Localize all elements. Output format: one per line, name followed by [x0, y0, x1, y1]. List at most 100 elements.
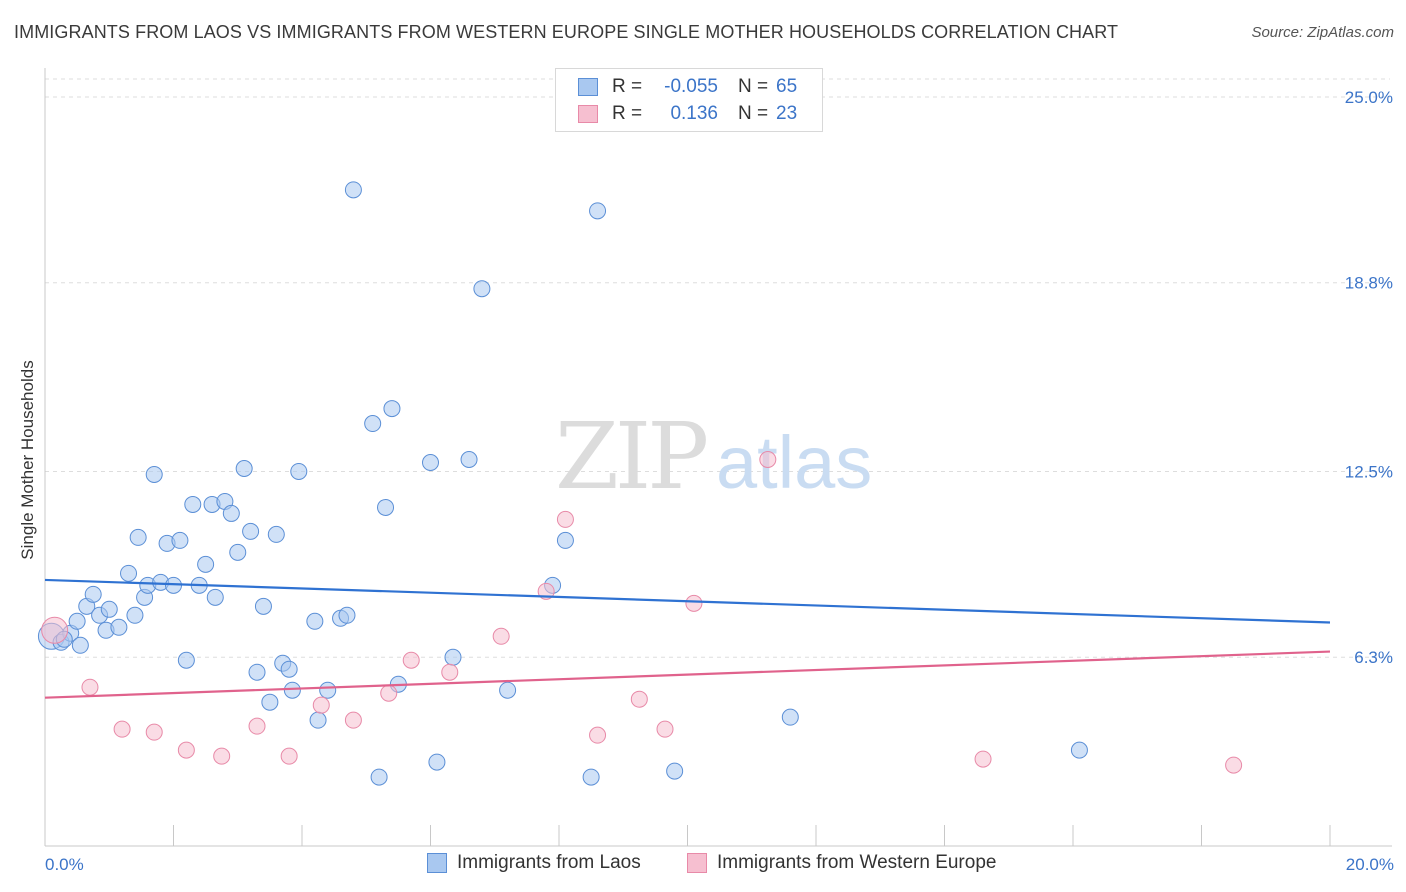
western-europe-point [441, 663, 459, 681]
laos-point [177, 651, 195, 669]
legend-n-value: 23 [776, 103, 798, 124]
western-europe-point [589, 726, 607, 744]
western-europe-point [248, 717, 266, 735]
y-axis-label: Single Mother Households [18, 360, 37, 560]
legend-n-value: 65 [776, 76, 798, 97]
western-europe-point [492, 627, 510, 645]
laos-point [280, 660, 298, 678]
laos-point [422, 454, 439, 471]
laos-point [370, 768, 388, 786]
western-europe-point [177, 741, 195, 759]
laos-point [197, 555, 215, 573]
western-europe-point [213, 747, 231, 765]
western-europe-point [974, 750, 992, 768]
y-tick-label: 25.0% [1345, 88, 1393, 107]
laos-point [129, 528, 147, 546]
laos-point [338, 606, 356, 624]
laos-point [110, 618, 128, 636]
western-europe-point [685, 594, 703, 612]
laos-point [222, 504, 240, 522]
watermark-atlas: atlas [716, 421, 872, 504]
western-europe-point [556, 510, 574, 528]
legend-row-western-europe: R = 0.136 N = 23 [578, 102, 797, 126]
series-legend-item-western-europe[interactable]: Immigrants from Western Europe [687, 852, 996, 874]
laos-point [556, 531, 574, 549]
series-swatch-western-europe [687, 853, 707, 873]
laos-point [582, 768, 600, 786]
legend-r-value: -0.055 [664, 76, 718, 97]
y-tick-label: 18.8% [1345, 274, 1393, 293]
laos-point [344, 181, 362, 199]
western-europe-point [656, 720, 674, 738]
western-europe-point [312, 696, 330, 714]
western-europe-trend-line [44, 650, 1331, 699]
legend-r-label: R = [612, 103, 643, 124]
x-tick-label-min: 0.0% [45, 855, 84, 874]
laos-point [126, 606, 144, 624]
laos-point [184, 495, 202, 513]
legend-row-laos: R = -0.055 N = 65 [578, 75, 797, 99]
laos-point [589, 202, 607, 220]
laos-point [242, 522, 260, 540]
series-label-western-europe: Immigrants from Western Europe [717, 852, 997, 873]
legend-n-label: N = [738, 103, 769, 124]
laos-point [309, 711, 327, 729]
western-europe-point [344, 711, 362, 729]
western-europe-point [81, 678, 99, 696]
laos-point [206, 588, 224, 606]
laos-point [145, 465, 163, 483]
laos-point [68, 612, 86, 630]
series-swatch-laos [427, 853, 447, 873]
correlation-legend: R = -0.055 N = 65 R = 0.136 N = 23 [555, 68, 823, 132]
laos-trend-line [44, 578, 1331, 624]
legend-swatch-laos [578, 78, 598, 96]
western-europe-point [41, 616, 69, 644]
laos-point [1070, 741, 1088, 759]
laos-point [428, 753, 446, 771]
laos-point [460, 451, 478, 469]
x-tick-label-max: 20.0% [1346, 855, 1394, 874]
laos-point [377, 498, 395, 516]
western-europe-point [145, 723, 163, 741]
laos-point [100, 600, 118, 618]
series-label-laos: Immigrants from Laos [457, 852, 641, 873]
laos-point [254, 597, 272, 615]
laos-point [364, 415, 382, 433]
source-credit: Source: ZipAtlas.com [1251, 24, 1394, 41]
y-tick-label: 6.3% [1354, 648, 1393, 667]
laos-point [84, 585, 102, 603]
laos-point [261, 693, 279, 711]
laos-point [473, 280, 491, 298]
laos-point [306, 612, 324, 630]
laos-point [781, 708, 799, 726]
laos-point [229, 543, 247, 561]
western-europe-point [630, 690, 648, 708]
series-legend-item-laos[interactable]: Immigrants from Laos [427, 852, 641, 874]
laos-point [235, 459, 253, 477]
laos-point [120, 564, 138, 582]
legend-n-label: N = [738, 76, 769, 97]
y-tick-label: 12.5% [1345, 462, 1393, 481]
laos-point [71, 636, 89, 654]
laos-point [283, 681, 301, 699]
western-europe-point [1225, 756, 1243, 774]
y-axis-label-wrap: Single Mother Households [16, 300, 40, 620]
laos-point [171, 531, 189, 549]
legend-r-value: 0.136 [670, 103, 718, 124]
western-europe-point [402, 651, 420, 669]
chart-title: IMMIGRANTS FROM LAOS VS IMMIGRANTS FROM … [14, 22, 1119, 42]
legend-swatch-western-europe [578, 105, 598, 123]
laos-point [290, 462, 308, 480]
laos-point [319, 681, 337, 699]
laos-point [666, 762, 684, 780]
series-legend: Immigrants from Laos Immigrants from Wes… [0, 852, 1406, 878]
watermark-zip: ZIP [555, 403, 706, 510]
laos-point [248, 663, 266, 681]
western-europe-point [113, 720, 131, 738]
laos-point [444, 648, 462, 666]
legend-r-label: R = [612, 76, 643, 97]
western-europe-point [759, 451, 777, 469]
laos-point [267, 525, 285, 543]
laos-point [383, 400, 401, 418]
